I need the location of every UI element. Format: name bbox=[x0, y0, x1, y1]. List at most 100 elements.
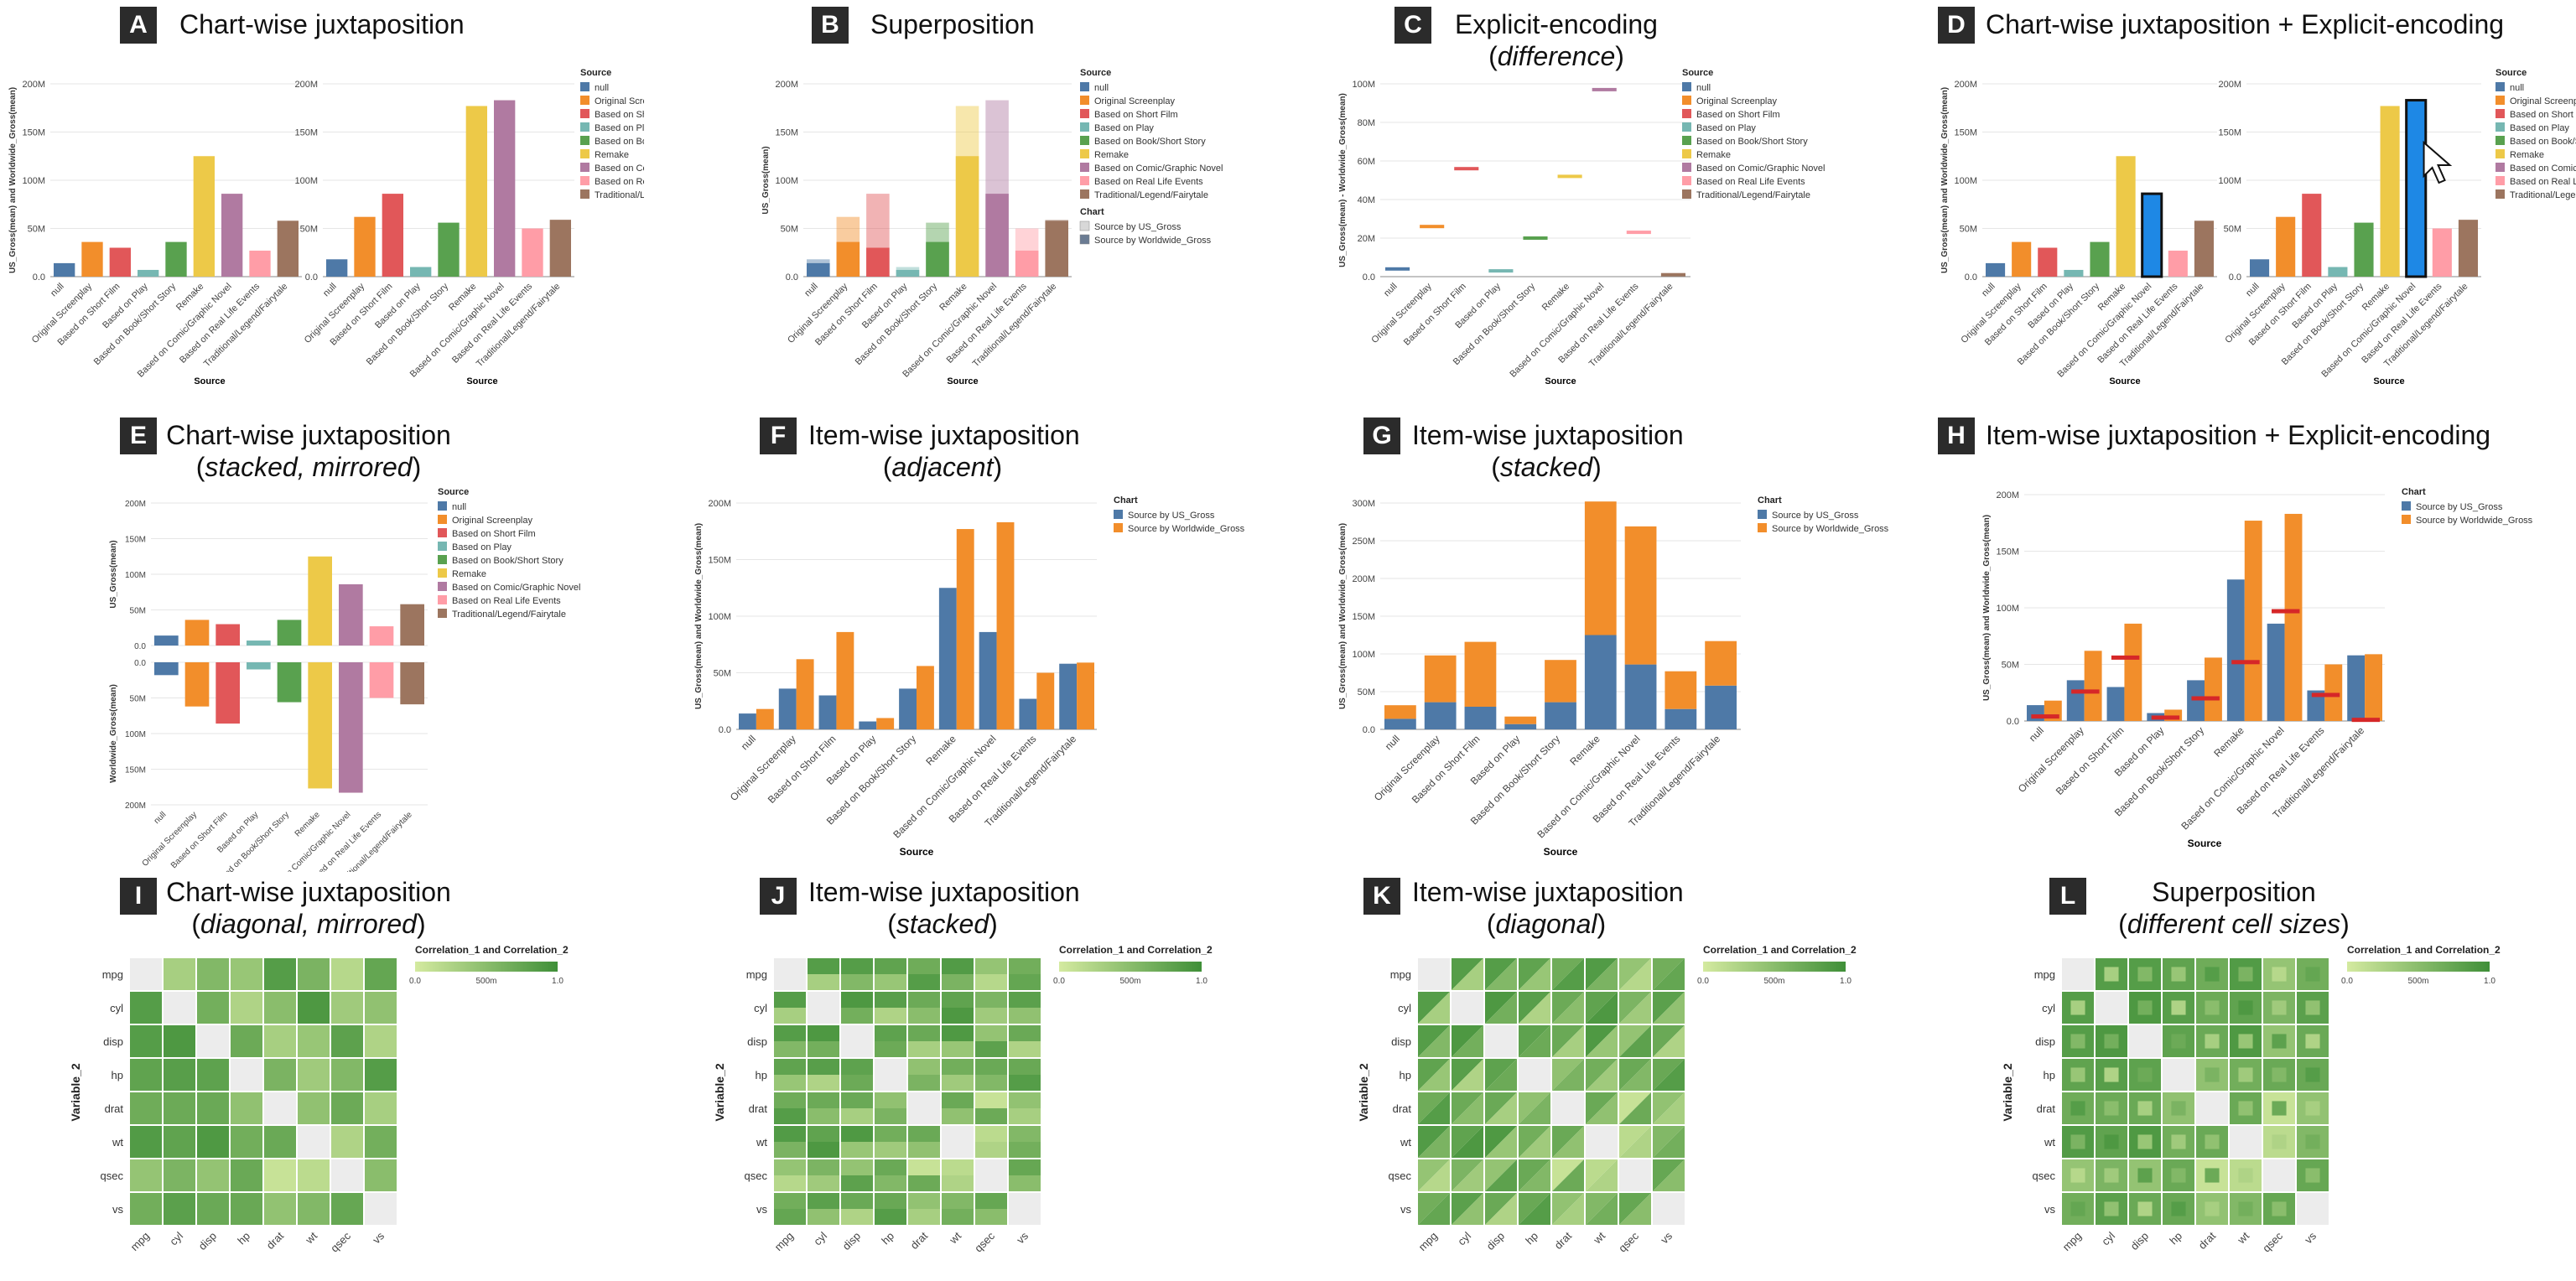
legend-entry: null bbox=[452, 502, 466, 512]
panel-g: G Item-wise juxtaposition (stacked) 0.0 5… bbox=[1288, 411, 1932, 864]
legend-swatch bbox=[438, 609, 447, 618]
legend-entry: Based on Comic/Graphic Novel bbox=[1696, 163, 1825, 174]
tick-label: Based on Short Film bbox=[169, 810, 230, 870]
tick-label: 0.0 bbox=[134, 659, 146, 668]
legend-swatch bbox=[1079, 220, 1090, 231]
legend-entry: Source by Worldwide_Gross bbox=[1094, 236, 1212, 246]
bar bbox=[2194, 220, 2214, 277]
bar bbox=[308, 556, 332, 646]
legend-swatch bbox=[1682, 189, 1691, 199]
tick-label: 50M bbox=[300, 225, 318, 235]
panel-badge: F bbox=[760, 417, 797, 454]
legend-entry: Based on Short Film bbox=[2510, 110, 2576, 120]
legend-entry: Source by Worldwide_Gross bbox=[1772, 524, 1889, 534]
heat-cell-inner bbox=[2238, 1101, 2253, 1116]
highlighted-bar bbox=[2405, 99, 2428, 278]
tick-label: 300M bbox=[1352, 499, 1375, 509]
legend-swatch bbox=[1682, 163, 1691, 172]
heat-cell bbox=[1452, 958, 1483, 990]
heat-cell bbox=[2129, 1025, 2161, 1057]
tick-label: null bbox=[1382, 282, 1400, 299]
heat-cell bbox=[908, 1209, 940, 1225]
heat-cell bbox=[774, 1193, 806, 1209]
heat-cell-inner bbox=[2272, 1067, 2287, 1082]
heat-cell bbox=[1485, 1025, 1517, 1057]
legend-title: Chart bbox=[1114, 495, 1138, 506]
tick-label: 500m bbox=[1763, 977, 1784, 986]
panel-h: H Item-wise juxtaposition + Explicit-enc… bbox=[1932, 411, 2576, 864]
bar bbox=[2458, 220, 2478, 277]
heat-cell-inner bbox=[2104, 1201, 2119, 1216]
legend-swatch bbox=[438, 568, 447, 578]
heat-cell bbox=[841, 1025, 873, 1057]
tick-label: drat bbox=[2037, 1102, 2056, 1115]
tick-label: null bbox=[2244, 282, 2262, 299]
tick-label: 50M bbox=[130, 695, 146, 704]
panel-title: Item-wise juxtaposition (stacked) bbox=[1412, 420, 1684, 482]
color-scale bbox=[415, 962, 558, 972]
heat-cell bbox=[975, 1142, 1007, 1158]
bar bbox=[369, 626, 394, 646]
heat-cell-inner bbox=[2070, 1134, 2085, 1149]
bar-us bbox=[1384, 718, 1416, 729]
bar-worldwide bbox=[1464, 641, 1497, 707]
heat-cell bbox=[164, 958, 195, 990]
heat-cell bbox=[1009, 1059, 1041, 1075]
tick-label: 100M bbox=[125, 730, 146, 739]
legend-entry: Based on Play bbox=[452, 542, 512, 552]
tick-label: 0.0 bbox=[2007, 717, 2019, 727]
panel-badge: C bbox=[1394, 7, 1431, 44]
heat-cell bbox=[875, 1041, 906, 1057]
tick-label: qsec bbox=[1389, 1169, 1412, 1182]
bar-us bbox=[2027, 705, 2044, 721]
tick-label: wt bbox=[947, 1229, 964, 1247]
tick-label: 200M bbox=[2218, 80, 2241, 90]
bar-us bbox=[2066, 680, 2085, 721]
panel-l: L Superposition (different cell sizes) m… bbox=[1932, 868, 2576, 1281]
heat-cell bbox=[1009, 1193, 1041, 1225]
chart-h: 0.0 50M 100M 150M 200M US_Gross(mean) and Wor… bbox=[1982, 487, 2533, 849]
heat-cell bbox=[164, 1193, 195, 1225]
heat-cell bbox=[1552, 1126, 1584, 1158]
heat-cell bbox=[808, 1025, 839, 1041]
tick-label: 100M bbox=[775, 176, 798, 186]
tick-label: 250M bbox=[1352, 537, 1375, 547]
bar bbox=[247, 640, 271, 646]
tick-label: vs bbox=[1014, 1229, 1031, 1246]
tick-label: 80M bbox=[1358, 118, 1375, 128]
heat-cell-inner bbox=[2104, 1101, 2119, 1116]
heat-cell-inner bbox=[2137, 1168, 2153, 1183]
heat-cell-inner bbox=[2171, 1168, 2186, 1183]
heat-cell-inner bbox=[2137, 1201, 2153, 1216]
tick-label: 0.0 bbox=[2341, 977, 2353, 986]
panel-title: Chart-wise juxtaposition (diagonal, mirr… bbox=[166, 877, 451, 939]
bar bbox=[2012, 241, 2032, 277]
tick-label: null bbox=[802, 282, 820, 299]
tick-label: qsec bbox=[328, 1229, 353, 1254]
heat-cell bbox=[1653, 1025, 1685, 1057]
legend-entry: Original Screenplay bbox=[452, 516, 532, 526]
bar-worldwide bbox=[1384, 705, 1416, 719]
heat-cell bbox=[774, 1025, 806, 1041]
legend-entry: Based on Play bbox=[1094, 123, 1154, 133]
heat-cell bbox=[1009, 992, 1041, 1008]
heat-cell bbox=[942, 1193, 974, 1209]
bar bbox=[369, 662, 394, 698]
bar-worldwide bbox=[836, 631, 854, 729]
heat-cell bbox=[2297, 1193, 2329, 1225]
panel-title: Item-wise juxtaposition (stacked) bbox=[808, 877, 1080, 939]
heat-cell bbox=[1653, 1159, 1685, 1191]
x-axis-title: Source bbox=[2188, 838, 2222, 849]
bar bbox=[138, 269, 159, 277]
heat-cell bbox=[875, 1008, 906, 1024]
legend-entry: Based on Play bbox=[1696, 123, 1756, 133]
panel-subtitle: diagonal, mirrored bbox=[200, 909, 417, 939]
heat-cell bbox=[298, 1092, 330, 1124]
tick-label: hp bbox=[756, 1069, 767, 1081]
heat-cell-inner bbox=[2137, 967, 2153, 982]
heat-cell bbox=[808, 1159, 839, 1175]
legend-swatch bbox=[580, 109, 589, 118]
heat-cell bbox=[875, 1025, 906, 1041]
tick-label: hp bbox=[112, 1069, 123, 1081]
bar bbox=[1986, 262, 2006, 277]
